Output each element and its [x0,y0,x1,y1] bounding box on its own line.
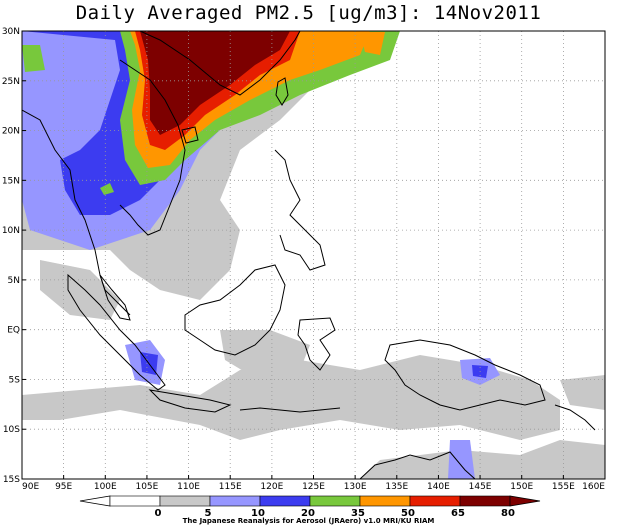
lon-label: 120E [260,482,283,492]
colorbar-segment [209,495,261,507]
colorbar: 0 5 10 20 35 50 65 80 [79,495,541,519]
coast-taiwan [275,77,289,106]
colorbar-segment [109,495,161,507]
lon-label: 90E [22,482,39,492]
lon-label: 160E [582,482,605,492]
lat-label: 10N [2,226,20,236]
colorbar-segment [309,495,361,507]
pm-region-grey-central [22,355,560,440]
colorbar-label: 80 [501,508,515,519]
coast-indochina [22,59,186,316]
pm-region-darkred [140,31,290,135]
colorbar-label: 50 [401,508,415,519]
colorbar-segment [259,495,311,507]
colorbar-label: 5 [205,508,212,519]
coast-australia [359,451,476,479]
map-title: Daily Averaged PM2.5 [ug/m3]: 14Nov2011 [75,2,542,24]
gridlines [22,31,605,479]
lat-label: 5S [9,375,21,385]
coast-newguinea [384,339,546,411]
pm-region-lightblue-timor [448,440,475,479]
tick-marks [21,30,606,480]
pm-region-grey-east [560,375,605,410]
lat-label: 20N [2,127,20,137]
latitude-labels: 30N 25N 20N 15N 10N 5N EQ 5S 10S 15S [2,27,20,485]
pm-region-green-small [22,45,45,72]
pm-region-grey-banda [220,330,310,375]
colorbar-label: 0 [155,508,162,519]
coast-borneo [184,264,286,356]
lon-label: 130E [344,482,367,492]
coast-china [139,31,301,96]
coast-hainan [181,126,199,144]
pm-region-grey-south [360,440,605,479]
lon-label: 135E [385,482,408,492]
lon-label: 95E [55,482,72,492]
pm-region-orange-east [360,32,385,55]
colorbar-label: 35 [351,508,365,519]
colorbar-segment [359,495,411,507]
lon-label: 140E [427,482,450,492]
colorbar-segment [459,495,511,507]
lon-label: 105E [135,482,158,492]
lat-label: 5N [8,276,20,286]
colorbar-label: 10 [251,508,265,519]
longitude-labels: 90E 95E 100E 105E 110E 115E 120E 125E 130E 135E 14… [22,482,605,492]
lon-label: 110E [177,482,200,492]
lon-label: 115E [219,482,242,492]
lon-label: 155E [552,482,575,492]
coast-malay [99,274,131,321]
lat-label: 15N [2,176,20,186]
colorbar-low-arrow [79,495,111,507]
coast-sulawesi [297,317,336,371]
lon-label: 125E [302,482,325,492]
lat-label: 15S [3,475,20,485]
coast-java [148,389,232,413]
coast-sumatra [67,273,166,391]
lon-label: 150E [510,482,533,492]
colorbar-high-arrow [509,495,541,507]
colorbar-segment [409,495,461,507]
lon-label: 145E [469,482,492,492]
coast-philippines [274,149,326,271]
lat-label: 30N [2,27,20,37]
lon-label: 100E [94,482,117,492]
coast-lesser-sunda [239,407,341,413]
lat-label: 10S [3,425,20,435]
coast-solomon [554,404,596,431]
pm-region-green-dot [100,183,114,195]
colorbar-label: 65 [451,508,465,519]
lat-label: 25N [2,77,20,87]
colorbar-label: 20 [301,508,315,519]
lat-label: EQ [7,326,20,336]
coastlines [22,31,596,479]
credit-text: The Japanese Reanalysis for Aerosol (JRA… [182,517,435,525]
colorbar-segment [159,495,211,507]
